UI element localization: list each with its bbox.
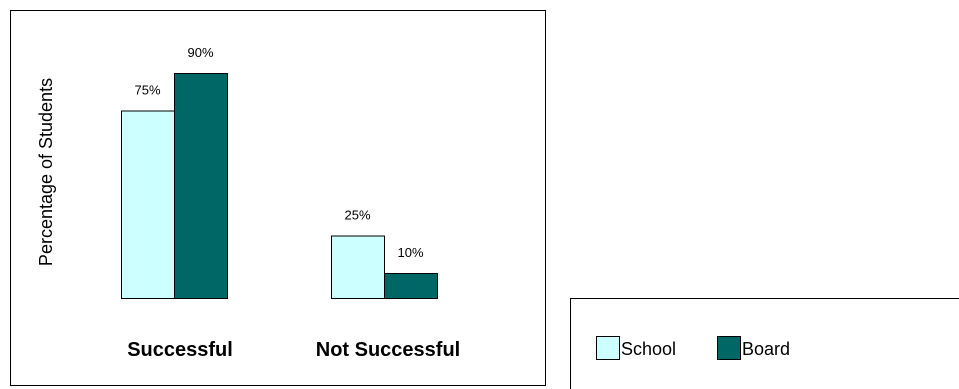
bar-board-0 xyxy=(174,73,228,299)
bar-school-1 xyxy=(331,235,385,299)
category-label-1: Not Successful xyxy=(316,339,460,361)
bar-board-1 xyxy=(384,273,438,299)
value-label-board-1: 10% xyxy=(397,245,423,260)
bar-school-0 xyxy=(121,110,175,299)
labels-group: 75% 90% Successful 25% 10% Not Successful xyxy=(127,45,460,361)
bars-group xyxy=(121,73,438,299)
y-axis-title: Percentage of Students xyxy=(36,78,56,266)
value-label-school-0: 75% xyxy=(134,83,160,98)
value-label-board-0: 90% xyxy=(187,45,213,60)
legend-label-school: School xyxy=(621,339,676,359)
plot-frame xyxy=(10,10,546,386)
legend-label-board: Board xyxy=(742,339,790,359)
legend: School Board xyxy=(596,336,790,360)
legend-swatch-school xyxy=(596,336,620,360)
legend-swatch-board xyxy=(717,336,741,360)
value-label-school-1: 25% xyxy=(344,208,370,223)
category-label-0: Successful xyxy=(127,339,233,361)
legend-frame xyxy=(570,298,959,389)
